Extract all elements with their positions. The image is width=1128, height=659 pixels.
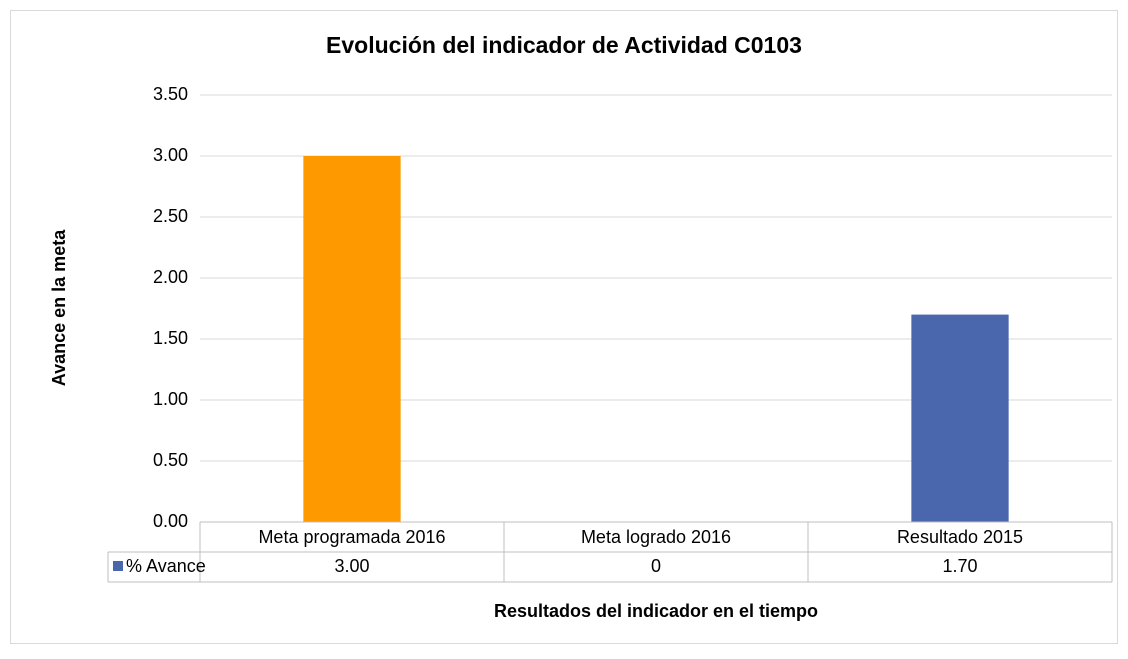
y-tick-label: 2.50 — [153, 206, 188, 226]
y-tick-label: 0.00 — [153, 511, 188, 531]
y-tick-label: 3.50 — [153, 84, 188, 104]
x-tick-label: Meta programada 2016 — [258, 527, 445, 547]
legend-key — [113, 561, 123, 571]
y-tick-label: 1.50 — [153, 328, 188, 348]
y-axis-title: Avance en la meta — [49, 229, 69, 386]
data-table-value: 3.00 — [334, 556, 369, 576]
y-tick-label: 3.00 — [153, 145, 188, 165]
x-tick-label: Meta logrado 2016 — [581, 527, 731, 547]
data-table-value: 1.70 — [942, 556, 977, 576]
y-tick-label: 2.00 — [153, 267, 188, 287]
y-tick-label: 0.50 — [153, 450, 188, 470]
x-axis-title: Resultados del indicador en el tiempo — [494, 601, 818, 621]
y-tick-label: 1.00 — [153, 389, 188, 409]
x-tick-label: Resultado 2015 — [897, 527, 1023, 547]
data-table-value: 0 — [651, 556, 661, 576]
bar — [911, 314, 1009, 522]
chart-title: Evolución del indicador de Actividad C01… — [326, 32, 802, 58]
legend-label: % Avance — [126, 556, 206, 576]
bar — [303, 156, 401, 522]
